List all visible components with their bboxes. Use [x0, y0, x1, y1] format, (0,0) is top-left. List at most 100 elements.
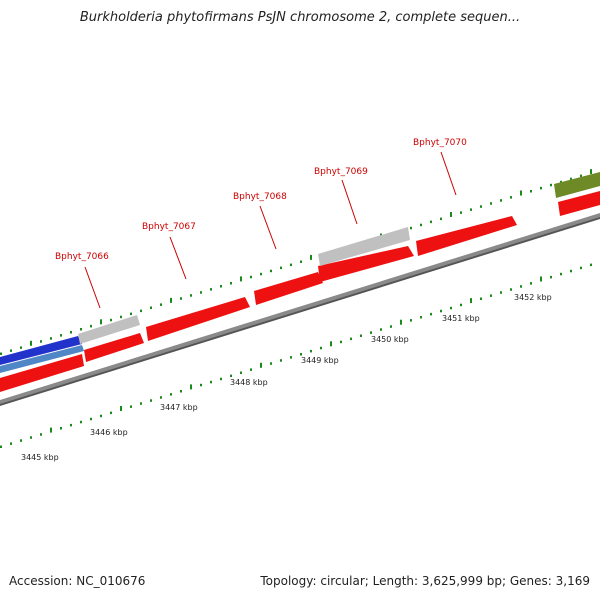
tick-mark: [240, 276, 242, 282]
tick-mark: [80, 420, 82, 424]
gene-label-leaders: [84, 151, 457, 309]
tick-mark: [20, 346, 22, 349]
accession-label: Accession: NC_010676: [9, 574, 146, 588]
tick-mark: [40, 340, 42, 343]
gene-grey-7069[interactable]: [318, 227, 410, 266]
tick-mark: [70, 423, 72, 427]
tick-mark: [420, 316, 422, 319]
tick-mark: [540, 276, 542, 282]
tick-mark: [290, 263, 292, 267]
tick-mark: [210, 380, 212, 384]
tick-mark: [50, 337, 52, 340]
tick-mark: [150, 306, 152, 309]
tick-mark: [220, 285, 222, 288]
tick-mark: [350, 337, 352, 341]
tick-mark: [480, 297, 482, 300]
tick-mark: [440, 217, 442, 221]
tick-mark: [130, 312, 132, 316]
tick-mark: [460, 211, 462, 214]
tick-mark: [450, 306, 452, 310]
tick-mark: [170, 393, 172, 396]
tick-mark: [200, 291, 202, 294]
tick-mark: [230, 374, 232, 378]
gene-red-7069[interactable]: [318, 246, 414, 282]
gene-red-7066[interactable]: [84, 333, 144, 362]
tick-mark: [490, 202, 492, 205]
gene-red-7067[interactable]: [146, 297, 250, 341]
tick-mark: [490, 294, 492, 297]
olive-feature[interactable]: [554, 172, 600, 198]
gene-grey-7066[interactable]: [78, 315, 140, 344]
tick-mark: [300, 353, 302, 356]
tick-mark: [10, 442, 12, 445]
tick-mark: [420, 223, 422, 227]
tick-mark: [290, 356, 292, 359]
gene-label: Bphyt_7069: [314, 167, 368, 177]
tick-mark: [530, 282, 532, 285]
kbp-label: 3452 kbp: [514, 293, 552, 302]
gene-red-right[interactable]: [558, 191, 600, 216]
gene-red-7068[interactable]: [254, 272, 323, 305]
tick-mark: [430, 312, 432, 316]
chromosome-backbone: [0, 213, 600, 406]
tick-mark: [430, 220, 432, 224]
tick-mark: [120, 315, 122, 319]
tick-mark: [470, 208, 472, 211]
tick-mark: [10, 349, 12, 352]
tick-mark: [70, 331, 72, 334]
tick-mark: [220, 377, 222, 381]
tick-mark: [270, 269, 272, 273]
tick-mark: [470, 298, 472, 304]
tick-mark: [400, 319, 402, 325]
gene-label: Bphyt_7070: [413, 138, 467, 148]
gene-red-7070[interactable]: [416, 216, 517, 256]
tick-mark: [180, 390, 182, 393]
tick-mark: [0, 445, 2, 448]
tick-mark: [130, 405, 132, 408]
tick-mark: [580, 174, 582, 178]
tick-mark: [20, 439, 22, 442]
tick-mark: [390, 325, 392, 328]
tick-mark: [90, 417, 92, 421]
tick-mark: [160, 303, 162, 306]
tick-mark: [100, 414, 102, 418]
tick-mark: [190, 384, 192, 390]
tick-mark: [380, 328, 382, 331]
blue-feature[interactable]: [0, 336, 82, 365]
tick-mark: [140, 402, 142, 405]
tick-mark: [150, 399, 152, 402]
gene-label: Bphyt_7067: [142, 222, 196, 232]
gene-red-left[interactable]: [0, 354, 84, 392]
feature-track: [0, 172, 600, 392]
gene-label: Bphyt_7068: [233, 192, 287, 202]
tick-mark: [0, 352, 2, 355]
kbp-label: 3445 kbp: [21, 453, 59, 462]
tick-mark: [550, 275, 552, 279]
tick-mark: [260, 272, 262, 276]
tick-mark: [90, 324, 92, 328]
kbp-label: 3447 kbp: [160, 403, 198, 412]
gene-labels: Bphyt_7066 Bphyt_7067 Bphyt_7068 Bphyt_7…: [55, 138, 467, 262]
tick-mark: [270, 362, 272, 365]
kbp-labels: 3445 kbp 3446 kbp 3447 kbp 3448 kbp 3449…: [21, 293, 552, 462]
tick-mark: [80, 328, 82, 331]
steel-feature[interactable]: [0, 345, 84, 373]
kbp-label: 3449 kbp: [301, 356, 339, 365]
tick-mark: [590, 263, 592, 267]
tick-mark: [520, 190, 522, 196]
tick-mark: [570, 269, 572, 273]
kbp-label: 3448 kbp: [230, 378, 268, 387]
tick-mark: [480, 205, 482, 208]
kbp-label: 3451 kbp: [442, 314, 480, 323]
tick-mark: [540, 186, 542, 190]
tick-mark: [560, 272, 562, 276]
tick-mark: [100, 319, 102, 325]
map-title: Burkholderia phytofirmans PsJN chromosom…: [79, 10, 521, 25]
tick-mark: [510, 288, 512, 291]
tick-mark: [240, 371, 242, 374]
kbp-label: 3450 kbp: [371, 335, 409, 344]
tick-mark: [560, 180, 562, 184]
tick-mark: [40, 433, 42, 436]
tick-mark: [300, 260, 302, 263]
